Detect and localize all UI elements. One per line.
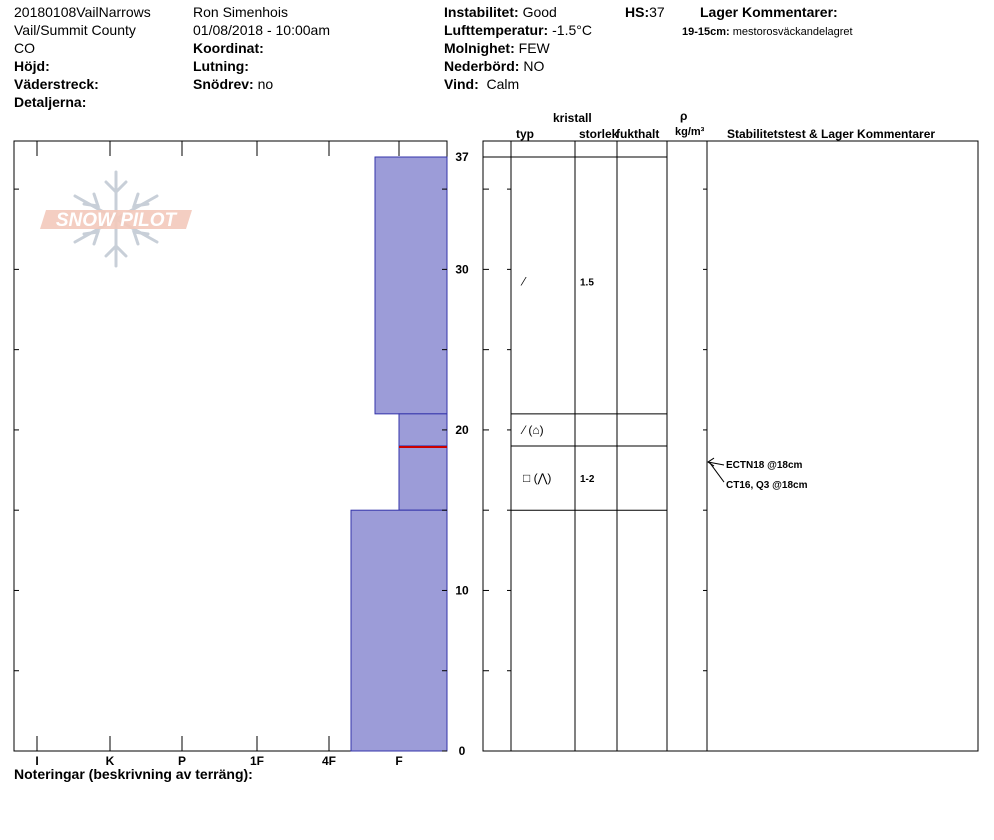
stability-value: Good — [522, 4, 557, 20]
crystal-type-symbol: □ (⋀) — [523, 471, 551, 485]
layer-comment-row: 19-15cm: mestorosväckandelagret — [682, 24, 853, 40]
airtemp-value: -1.5°C — [552, 22, 592, 38]
layer-comment-text: mestorosväckandelagret — [732, 26, 853, 38]
stability-test-label: ECTN18 @18cm — [726, 460, 803, 471]
snow-layer-bar — [398, 413, 448, 447]
drift-value: no — [257, 76, 274, 92]
depth-tick-label: 10 — [455, 583, 469, 597]
size-header: storlek — [579, 127, 619, 141]
grain-size-label: 1-2 — [580, 474, 595, 485]
crystal-type-symbol: ⁄ — [520, 274, 527, 288]
airtemp-label: Lufttemperatur: — [444, 22, 549, 38]
depth-tick-label: 20 — [455, 423, 469, 437]
hs-label: HS: — [625, 4, 650, 20]
elevation-label: Höjd: — [14, 58, 50, 74]
stability-comments-header: Stabilitetstest & Lager Kommentarer — [727, 127, 936, 141]
type-header: typ — [516, 127, 534, 141]
rho-header: ρ — [680, 109, 688, 123]
location: Vail/Summit County — [14, 22, 136, 38]
precip-label: Nederbörd: — [444, 58, 520, 74]
depth-tick-label: 30 — [455, 262, 469, 276]
airtemp-row: Lufttemperatur: -1.5°C — [444, 22, 592, 38]
crystal-header: kristall — [553, 111, 592, 125]
grain-size-label: 1.5 — [580, 277, 594, 288]
sky-row: Molnighet: FEW — [444, 40, 550, 56]
snow-layer-bar — [374, 156, 448, 415]
snow-layer-bar — [350, 509, 448, 752]
terrain-notes-label: Noteringar (beskrivning av terräng): — [14, 766, 253, 782]
depth-tick-label: 0 — [459, 744, 466, 758]
stability-test-label: CT16, Q3 @18cm — [726, 480, 808, 491]
hardness-tick-label: K — [106, 754, 115, 768]
aspect-label: Väderstreck: — [14, 76, 99, 92]
stability-arrow-line — [709, 462, 725, 483]
wind-label: Vind: — [444, 76, 479, 92]
hardness-tick-label: F — [395, 754, 402, 768]
hs-value: 37 — [649, 4, 665, 20]
stability-label: Instabilitet: — [444, 4, 519, 20]
precip-value: NO — [523, 58, 545, 74]
hardness-tick-label: 4F — [322, 754, 336, 768]
hardness-tick-label: 1F — [250, 754, 264, 768]
stability-arrow-line — [707, 461, 725, 466]
hardness-tick-label: I — [35, 754, 38, 768]
wind-value: Calm — [486, 76, 520, 92]
sky-value: FEW — [518, 40, 550, 56]
stability-arrow-head — [707, 457, 715, 467]
crystal-type-symbol: ⁄ (⌂) — [520, 423, 544, 437]
layer-table-frame — [482, 140, 979, 752]
sky-label: Molnighet: — [444, 40, 515, 56]
hs-row: HS:37 — [625, 4, 665, 20]
density-unit-header: kg/m³ — [675, 126, 705, 138]
layer-comments-label: Lager Kommentarer: — [700, 4, 838, 20]
slope-label: Lutning: — [193, 58, 249, 74]
wind-row: Vind: Calm — [444, 76, 519, 92]
details-label: Detaljerna: — [14, 94, 87, 110]
hardness-tick-label: P — [178, 754, 186, 768]
layer-comment-range: 19-15cm: — [682, 26, 730, 38]
stability-row: Instabilitet: Good — [444, 4, 557, 20]
snow-layer-bar — [398, 445, 448, 511]
observation-datetime: 01/08/2018 - 10:00am — [193, 22, 330, 38]
precip-row: Nederbörd: NO — [444, 58, 544, 74]
depth-tick-label: 37 — [455, 150, 469, 164]
drift-label: Snödrev: — [193, 76, 254, 92]
observer-name: Ron Simenhois — [193, 4, 288, 20]
site-name: 20180108VailNarrows — [14, 4, 151, 20]
moisture-header: fukthalt — [616, 127, 660, 141]
state: CO — [14, 40, 35, 56]
coordinate-label: Koordinat: — [193, 40, 264, 56]
drift-row: Snödrev: no — [193, 76, 273, 92]
